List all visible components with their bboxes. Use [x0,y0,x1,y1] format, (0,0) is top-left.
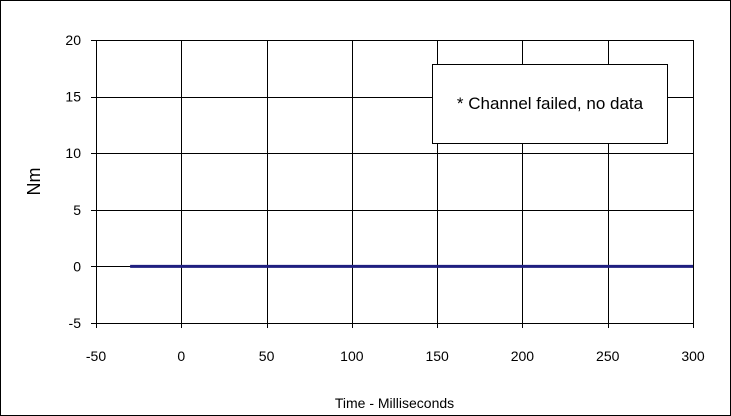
y-tick-label: -5 [69,315,82,331]
x-tick-label: 250 [596,348,620,364]
x-tick-label: 150 [425,348,449,364]
y-tick-label: 5 [73,202,81,218]
y-tick-label: 20 [65,32,81,48]
x-tick-label: -50 [86,348,106,364]
x-tick-label: 50 [259,348,275,364]
y-tick-label: 15 [65,89,81,105]
x-tick-label: 0 [177,348,185,364]
x-axis-title: Time - Milliseconds [335,395,454,411]
x-tick-label: 100 [340,348,364,364]
y-tick-label: 10 [65,145,81,161]
y-axis-title: Nm [24,168,44,196]
x-tick-label: 300 [681,348,705,364]
x-tick-label: 200 [511,348,535,364]
y-tick-label: 0 [73,258,81,274]
annotation-box: * Channel failed, no data [432,64,668,144]
annotation-text: * Channel failed, no data [457,92,643,116]
